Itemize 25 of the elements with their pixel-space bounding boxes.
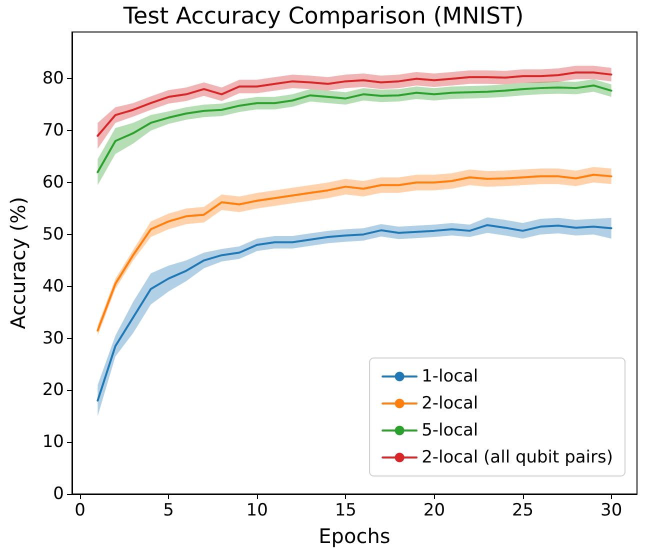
legend-label: 1-local — [422, 366, 478, 386]
y-tick-label: 40 — [42, 276, 64, 296]
x-tick-label: 10 — [246, 500, 268, 520]
y-tick-label: 30 — [42, 328, 64, 348]
y-tick-label: 0 — [53, 484, 64, 504]
x-axis-title: Epochs — [318, 524, 390, 548]
y-axis-title: Accuracy (%) — [6, 196, 30, 330]
legend-label: 2-local (all qubit pairs) — [422, 448, 614, 468]
y-tick-label: 50 — [42, 224, 64, 244]
legend-label: 5-local — [422, 420, 478, 440]
x-tick-label: 20 — [423, 500, 446, 520]
y-tick-label: 10 — [42, 432, 64, 452]
line-series — [96, 71, 612, 137]
x-tick-label: 15 — [334, 500, 356, 520]
y-tick-label: 60 — [42, 172, 64, 193]
y-tick-label: 20 — [42, 380, 64, 400]
x-tick-label: 30 — [600, 500, 622, 520]
line-series — [96, 84, 612, 174]
chart-title: Test Accuracy Comparison (MNIST) — [122, 4, 524, 30]
x-tick-label: 5 — [163, 500, 174, 520]
x-tick-label: 0 — [74, 500, 86, 520]
y-tick-label: 70 — [42, 120, 64, 141]
x-tick-label: 25 — [512, 500, 534, 520]
legend-label: 2-local — [422, 394, 478, 414]
y-tick-label: 80 — [42, 68, 64, 89]
